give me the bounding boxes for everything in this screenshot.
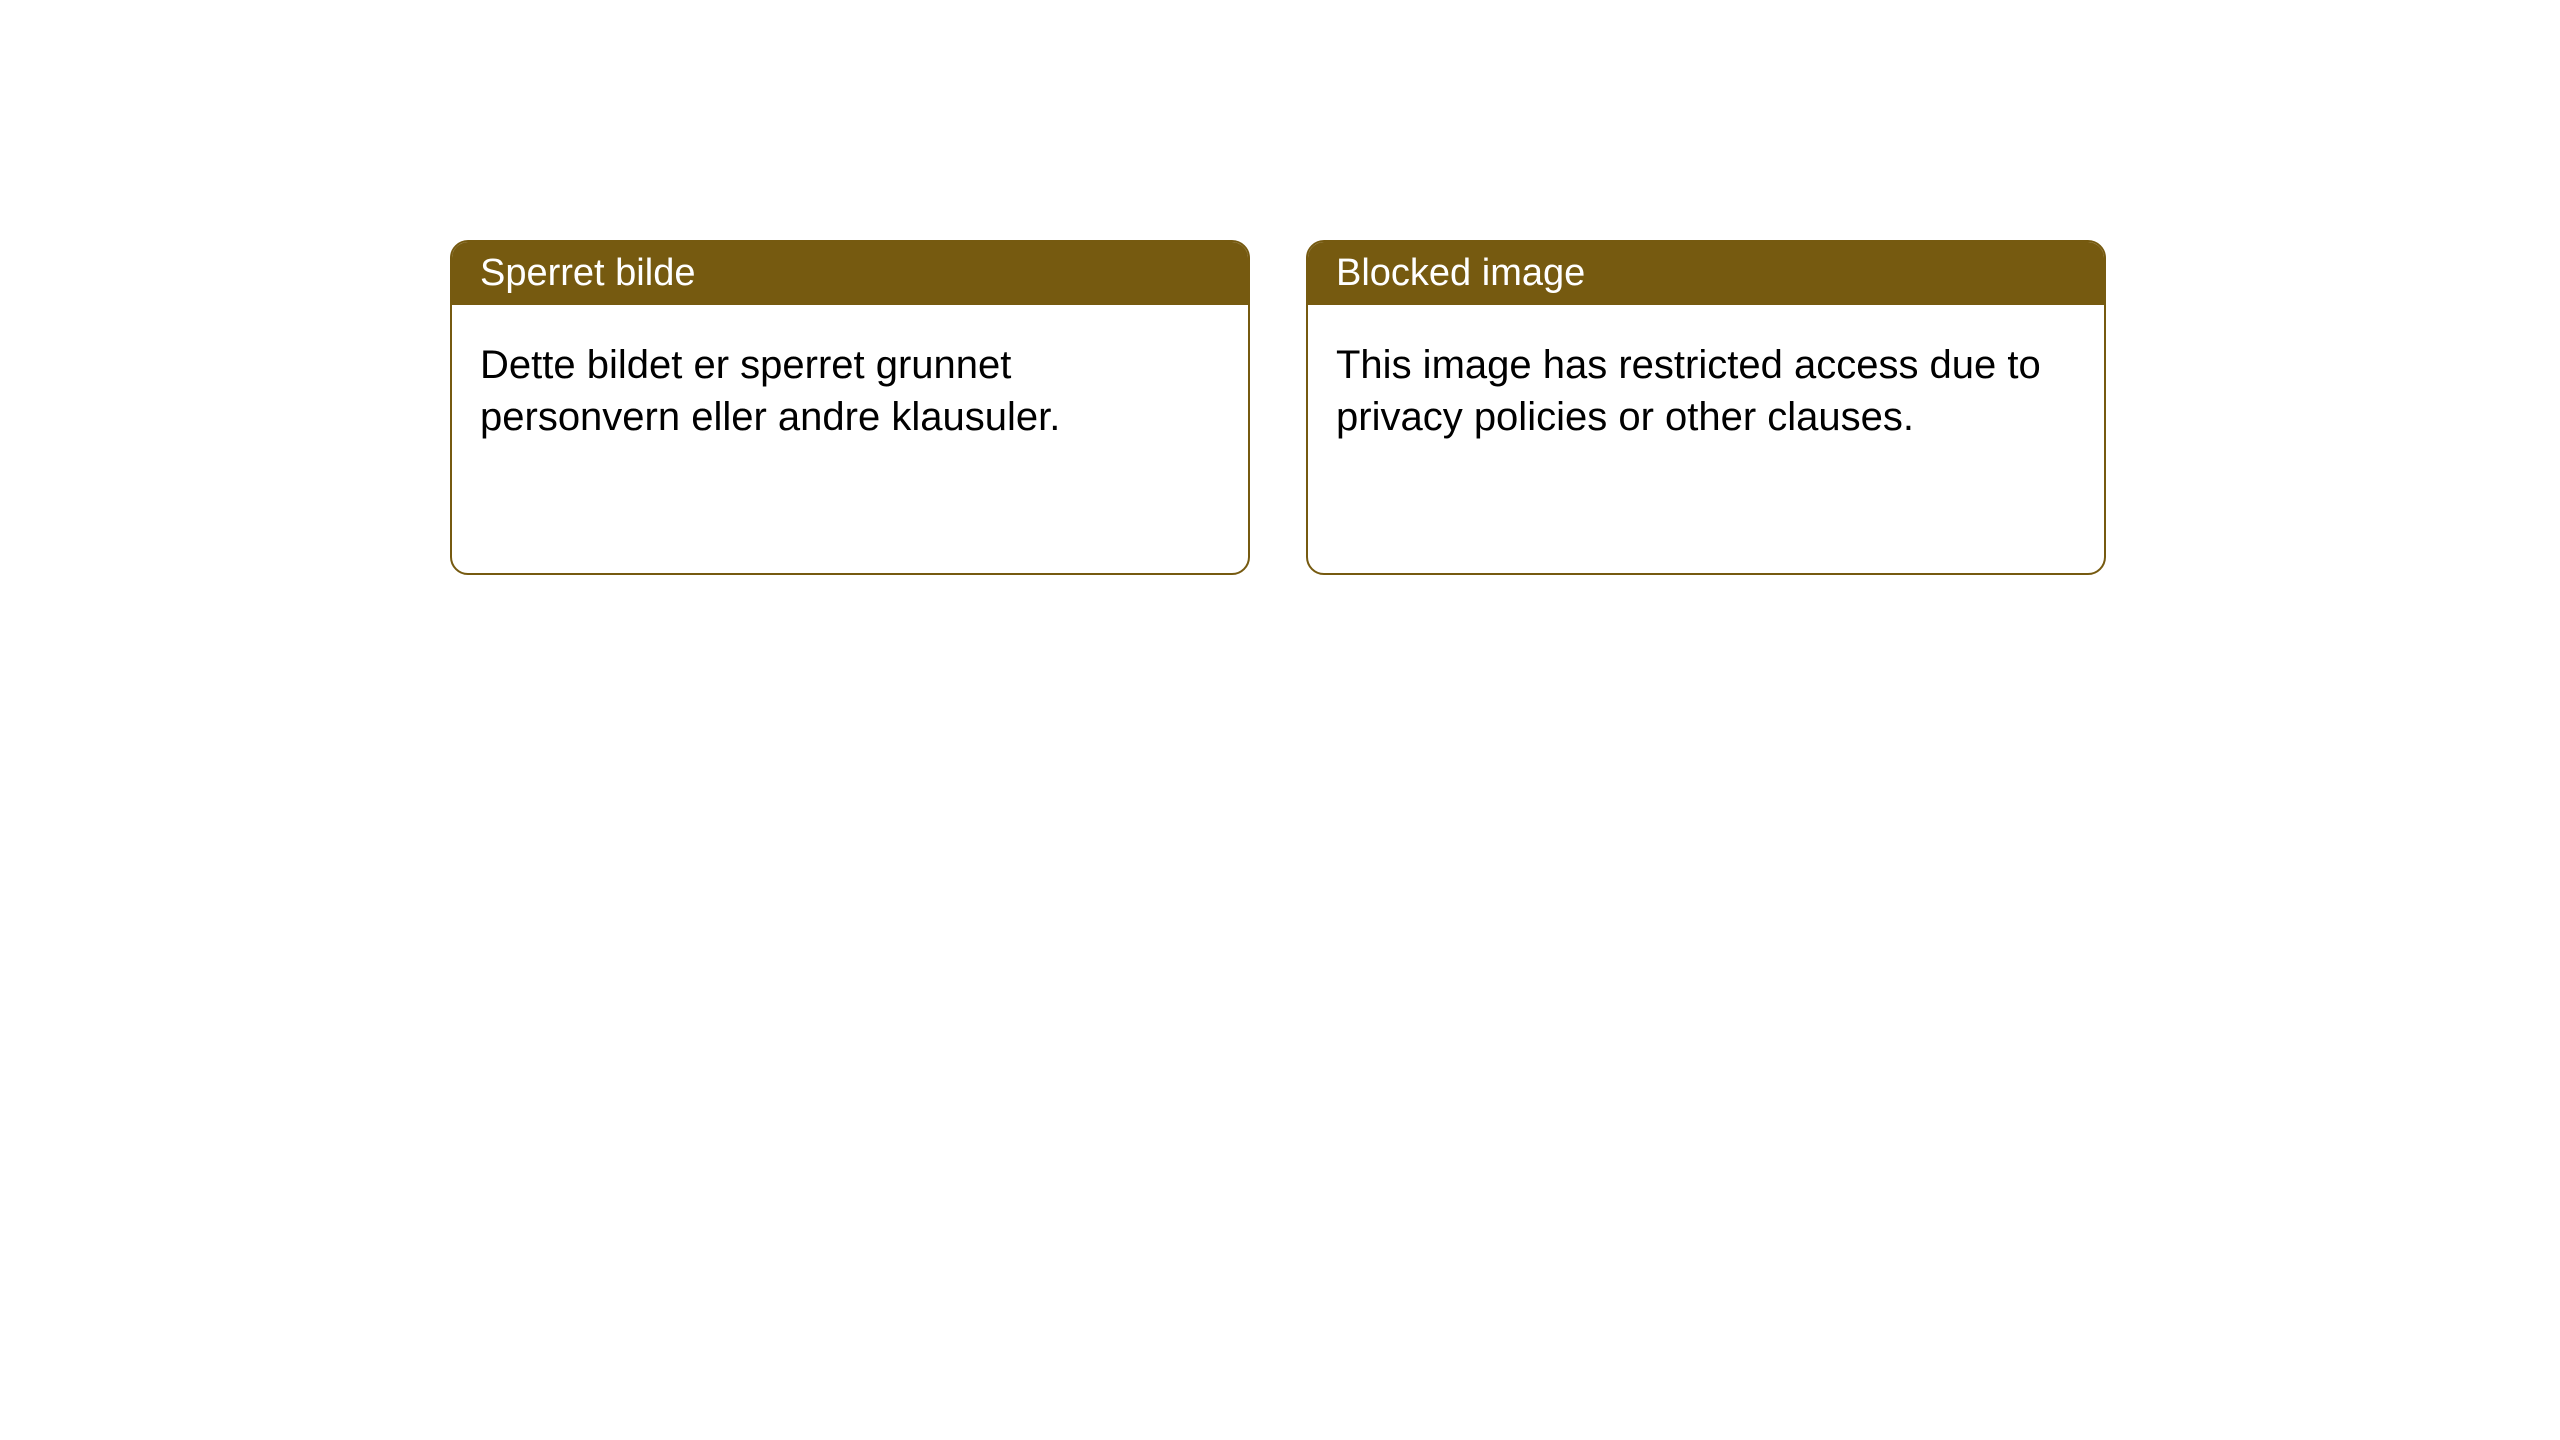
notice-body: This image has restricted access due to … [1308, 305, 2104, 477]
notice-card-norwegian: Sperret bilde Dette bildet er sperret gr… [450, 240, 1250, 575]
notice-body: Dette bildet er sperret grunnet personve… [452, 305, 1248, 477]
notice-header: Blocked image [1308, 242, 2104, 305]
notice-header: Sperret bilde [452, 242, 1248, 305]
notice-card-english: Blocked image This image has restricted … [1306, 240, 2106, 575]
notice-container: Sperret bilde Dette bildet er sperret gr… [0, 0, 2560, 575]
